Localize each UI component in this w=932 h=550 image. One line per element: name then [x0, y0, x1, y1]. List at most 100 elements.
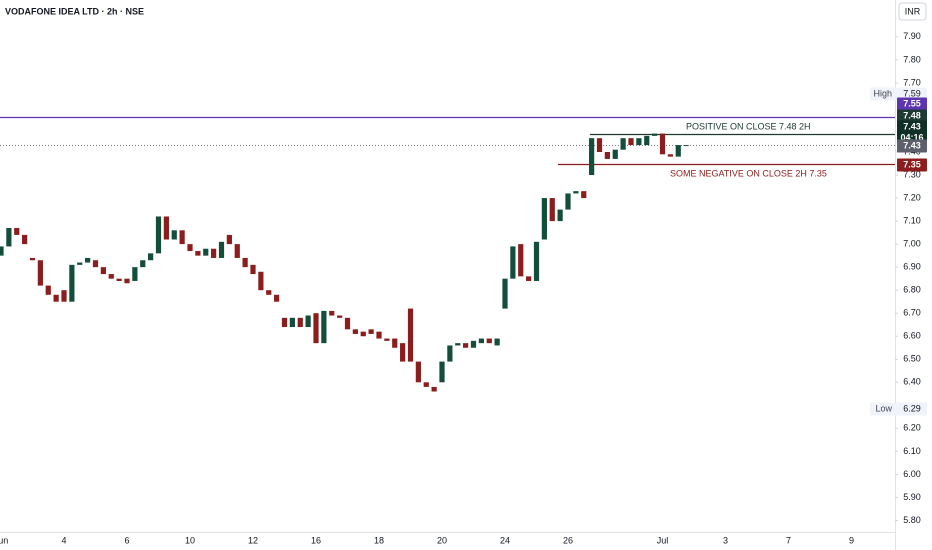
candle-body [140, 260, 146, 268]
candle-body [37, 260, 43, 286]
last-price-label-bg [897, 120, 927, 145]
x-tick-label: 12 [248, 535, 258, 545]
candle-body [518, 244, 524, 277]
candle-body [352, 329, 358, 334]
candle-body [77, 262, 83, 265]
candle-body [384, 338, 390, 341]
candle-body [297, 317, 303, 328]
y-tick-label: 6.70 [903, 308, 921, 318]
high-bg [870, 87, 927, 101]
candle-body [470, 340, 477, 348]
candle-body [124, 278, 130, 284]
x-tick-label: 18 [374, 535, 384, 545]
candle-body [557, 209, 563, 222]
y-tick-label: 7.80 [903, 54, 921, 64]
candle-body [407, 308, 414, 362]
line-price-label: 7.48 [903, 110, 921, 120]
candle-body [108, 274, 114, 279]
y-tick-label: 6.80 [903, 285, 921, 295]
candle-body [203, 248, 209, 256]
x-tick-label: Jul [657, 535, 669, 545]
candle-body [132, 267, 138, 281]
candle-body [455, 343, 461, 346]
currency-box[interactable] [898, 2, 927, 21]
line-annotation: SOME NEGATIVE ON CLOSE 2H 7.35 [670, 168, 827, 178]
line-price-label-bg [897, 97, 927, 111]
candle-body [510, 246, 516, 279]
y-tick-label: 7.00 [903, 238, 921, 248]
candle-body [360, 331, 366, 337]
candle-body [400, 343, 406, 362]
candle-body [636, 138, 642, 146]
candle-body [620, 138, 626, 150]
candle-body [494, 338, 500, 346]
candle-body [274, 294, 280, 302]
candle-body [171, 230, 177, 240]
candle-body [533, 241, 540, 281]
y-tick-label: 6.60 [903, 331, 921, 341]
candle-body [242, 257, 248, 268]
currency[interactable]: INR [905, 6, 921, 16]
candle-body [478, 338, 484, 344]
x-tick-label: 20 [437, 535, 447, 545]
y-tick-label: 6.40 [903, 377, 921, 387]
high-value: 7.59 [903, 88, 921, 98]
candle-body [100, 267, 106, 275]
candle-body [337, 315, 343, 318]
candle-body [305, 315, 311, 328]
candle-body [211, 248, 217, 258]
candle-body [195, 251, 201, 256]
candle-body [148, 253, 154, 261]
candle-body [659, 133, 666, 155]
candle-body [321, 310, 327, 344]
candle-body [392, 338, 398, 348]
candle-body [187, 244, 193, 252]
candle-body [368, 329, 374, 334]
low-bg [870, 402, 927, 416]
high-label: High [873, 88, 892, 98]
y-tick-label: 7.20 [903, 192, 921, 202]
y-tick-label: 6.10 [903, 446, 921, 456]
candle-body [226, 234, 232, 245]
candle-body [163, 216, 169, 240]
candle-body [0, 246, 4, 256]
x-tick-label: 7 [786, 535, 791, 545]
candle-body [502, 278, 508, 309]
candle-body [85, 257, 91, 263]
y-tick-label: 7.30 [903, 169, 921, 179]
candle-body [218, 241, 225, 258]
candle-body [344, 317, 351, 330]
candle-body [289, 317, 295, 328]
candle-body [549, 198, 555, 222]
x-tick-label: Jun [0, 535, 8, 545]
y-tick-label: 6.20 [903, 423, 921, 433]
candle-body [329, 310, 335, 316]
candle-body [667, 154, 673, 157]
candle-body [604, 152, 610, 159]
candle-body [596, 138, 603, 152]
candle-body [589, 138, 595, 176]
y-tick-label: 6.00 [903, 469, 921, 479]
x-tick-label: 16 [311, 535, 321, 545]
line-price-label-bg [897, 109, 927, 123]
y-tick-label: 6.90 [903, 262, 921, 272]
x-tick-label: 26 [563, 535, 573, 545]
line-price-label: 7.35 [903, 159, 921, 169]
candle-body [313, 313, 319, 344]
candle-body [266, 290, 272, 295]
y-tick-label: 7.70 [903, 77, 921, 87]
plot-area [0, 116, 895, 392]
x-tick-label: 9 [849, 535, 854, 545]
y-tick-label: 7.10 [903, 215, 921, 225]
line-annotation: POSITIVE ON CLOSE 7.48 2H [686, 121, 811, 131]
x-tick-label: 3 [723, 535, 728, 545]
candle-body [423, 382, 429, 387]
candle-body [61, 290, 67, 302]
y-tick-label: 6.50 [903, 354, 921, 364]
candle-body [628, 138, 634, 146]
y-tick-label: 7.90 [903, 31, 921, 41]
y-tick-label: 5.80 [903, 515, 921, 525]
candle-body [581, 191, 587, 199]
